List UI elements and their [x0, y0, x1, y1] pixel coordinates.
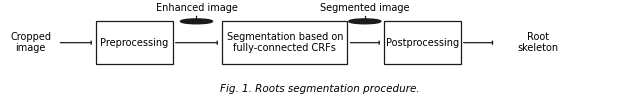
Bar	[96, 21, 173, 64]
Circle shape	[349, 19, 381, 24]
Text: Postprocessing: Postprocessing	[386, 38, 459, 48]
Text: Fig. 1. Roots segmentation procedure.: Fig. 1. Roots segmentation procedure.	[220, 84, 420, 94]
Bar	[223, 21, 347, 64]
Text: Root
skeleton: Root skeleton	[517, 32, 558, 53]
Text: Preprocessing: Preprocessing	[100, 38, 168, 48]
Bar	[384, 21, 461, 64]
Circle shape	[180, 19, 212, 24]
Text: Segmented image: Segmented image	[320, 3, 410, 13]
Text: Enhanced image: Enhanced image	[156, 3, 237, 13]
Text: Segmentation based on
fully-connected CRFs: Segmentation based on fully-connected CR…	[227, 32, 343, 53]
Text: Cropped
image: Cropped image	[10, 32, 51, 53]
